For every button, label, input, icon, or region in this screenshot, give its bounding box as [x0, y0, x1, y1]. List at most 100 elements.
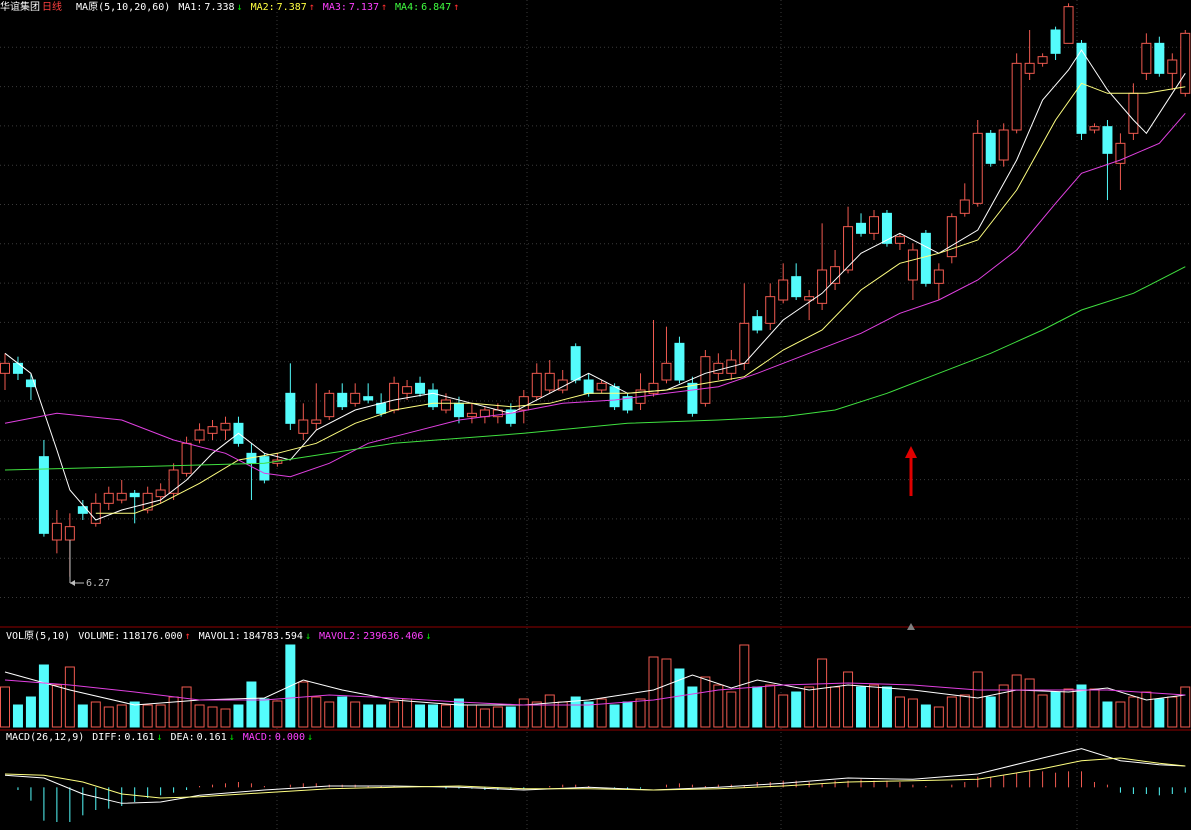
readout-trend: ↓ [304, 631, 311, 642]
volume-bar [376, 704, 387, 728]
candle-body [350, 392, 361, 404]
readout-trend: ↓ [425, 631, 432, 642]
volume-bar [259, 698, 270, 728]
readout-trend: ↑ [381, 2, 388, 13]
volume-bar [907, 698, 918, 728]
readout-label: VOLUME: [78, 631, 121, 642]
volume-bar [90, 701, 101, 728]
price-readout: 华谊集团 日线 MA原(5,10,20,60) MA1: 7.338 ↓ MA2: 7.38… [0, 2, 461, 14]
candle-body [907, 249, 918, 281]
candle-body [207, 426, 218, 434]
volume-bar [972, 671, 983, 728]
candle-body [752, 316, 763, 331]
readout-trend: ↓ [236, 2, 243, 13]
volume-bar [466, 704, 477, 728]
readout-label: MA3: [322, 2, 347, 13]
volume-bar [881, 686, 892, 728]
candle-body [1128, 92, 1139, 134]
volume-bar [998, 684, 1009, 728]
candle-body [570, 346, 581, 381]
volume-bar [77, 704, 88, 728]
volume-bar [25, 696, 36, 728]
candle-body [1180, 32, 1191, 94]
volume-bar [337, 696, 348, 728]
readout-value: 0.161 [124, 732, 155, 743]
candle-body [194, 429, 205, 441]
candle-body [376, 402, 387, 414]
candle-body [466, 412, 477, 418]
candle-body [51, 522, 62, 541]
indicator-line [4, 266, 1186, 471]
volume-bar [817, 658, 828, 728]
volume-bar [804, 686, 815, 728]
volume-bar [544, 694, 555, 728]
indicator-line [4, 679, 1186, 706]
volume-bar [661, 658, 672, 728]
candle-body [713, 362, 724, 374]
candle-body [791, 276, 802, 298]
candle-body [830, 266, 841, 284]
volume-bar [181, 686, 192, 728]
candle-body [544, 372, 555, 391]
candle-body [609, 386, 620, 408]
candle-body [77, 506, 88, 514]
volume-bar [1024, 678, 1035, 728]
volume-bar [933, 706, 944, 728]
readout-value: 7.387 [276, 2, 307, 13]
readout-label: DEA: [170, 732, 195, 743]
volume-bar [739, 644, 750, 728]
volume-bar [116, 704, 127, 728]
candle-body [363, 396, 374, 401]
indicator-name: MA原(5,10,20,60) [76, 2, 171, 13]
volume-bar [402, 698, 413, 728]
readout-value: 184783.594 [242, 631, 303, 642]
candle-body [1141, 42, 1152, 74]
candle-body [674, 342, 685, 381]
volume-bar [440, 704, 451, 728]
candle-body [557, 379, 568, 391]
volume-bar [518, 698, 529, 728]
candle-body [648, 382, 659, 394]
candle-body [661, 362, 672, 381]
volume-bar [453, 698, 464, 728]
readout-value: 0.000 [274, 732, 305, 743]
candle-body [1024, 62, 1035, 74]
readout-label: DIFF: [92, 732, 123, 743]
volume-bar [856, 686, 867, 728]
candle-body [181, 442, 192, 474]
candle-body [453, 402, 464, 418]
volume-bar [220, 708, 231, 728]
volume-bar [1128, 696, 1139, 728]
candle-body [1037, 56, 1048, 64]
volume-bar [791, 691, 802, 728]
candle-body [778, 279, 789, 301]
volume-bar [583, 701, 594, 728]
volume-bar [64, 666, 75, 728]
candle-body [765, 296, 776, 324]
candle-body [155, 489, 166, 498]
volume-bar [311, 696, 322, 728]
volume-bar [635, 698, 646, 728]
candle-body [311, 419, 322, 424]
readout-label: MA4: [395, 2, 420, 13]
candle-body [505, 409, 516, 424]
candle-body [12, 362, 23, 374]
readout-value: 0.161 [196, 732, 227, 743]
volume-bar [830, 686, 841, 728]
volume-bar [648, 656, 659, 728]
candle-body [1154, 42, 1165, 74]
candle-body [518, 396, 529, 411]
candle-body [103, 492, 114, 504]
volume-bar [985, 696, 996, 728]
volume-bar [920, 704, 931, 728]
candle-body [220, 422, 231, 431]
candle-body [1063, 6, 1074, 44]
volume-bar [765, 684, 776, 728]
candle-body [881, 212, 892, 244]
candle-body [1115, 142, 1126, 164]
readout-trend: ↓ [306, 732, 314, 743]
volume-bar [155, 704, 166, 728]
volume-bar [38, 664, 49, 728]
volume-bar [1167, 696, 1178, 728]
